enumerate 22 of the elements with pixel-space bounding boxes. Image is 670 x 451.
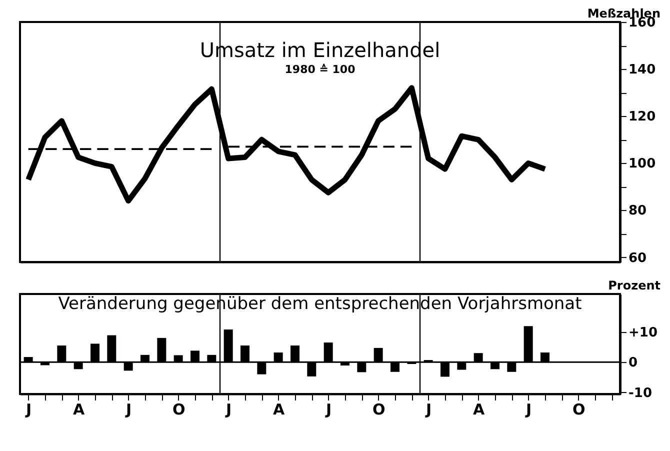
y-tick-label: 120: [628, 110, 656, 125]
x-tick-label: J: [525, 400, 532, 418]
y-tick-label: 140: [628, 62, 656, 78]
x-tick-label: J: [425, 400, 432, 418]
y-tick-label: +10: [628, 325, 658, 340]
y-tick-label: 100: [628, 156, 656, 172]
y-tick-label: 80: [628, 204, 647, 219]
text: 1980 ≙ 100: [284, 63, 356, 76]
x-tick-label: A: [273, 400, 286, 418]
y-tick-label: 60: [628, 250, 647, 266]
x-tick-label: A: [73, 400, 86, 418]
y-tick-label: -10: [628, 386, 652, 401]
x-tick-label: J: [125, 400, 132, 418]
y-axis-title: Prozent: [608, 278, 661, 292]
x-tick-label: J: [25, 400, 32, 418]
x-tick-label: J: [325, 400, 332, 418]
x-tick-label: O: [172, 400, 186, 418]
x-tick-label: J: [225, 400, 232, 418]
y-tick-label: 0: [628, 356, 638, 371]
x-tick-label: O: [572, 400, 586, 418]
x-tick-label: O: [372, 400, 386, 418]
x-tick-label: A: [473, 400, 486, 418]
